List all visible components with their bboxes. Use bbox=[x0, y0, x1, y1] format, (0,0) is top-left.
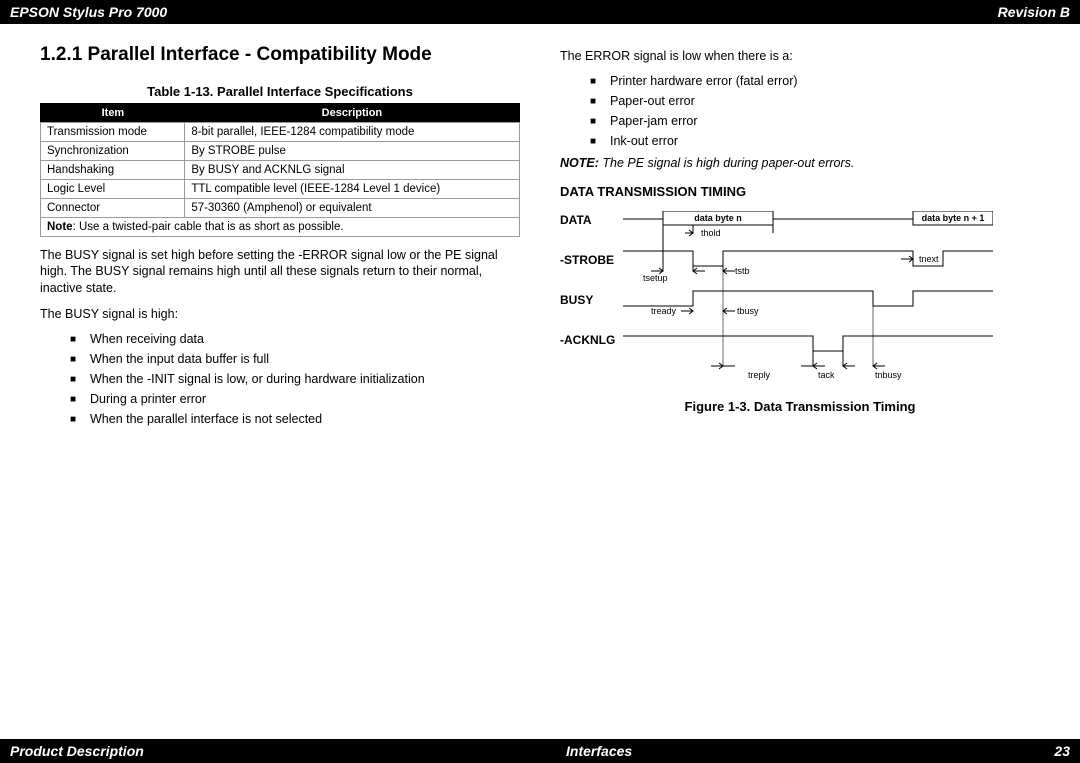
cell-desc: By BUSY and ACKNLG signal bbox=[185, 161, 520, 180]
cell-desc: TTL compatible level (IEEE-1284 Level 1 … bbox=[185, 180, 520, 199]
figure-caption: Figure 1-3. Data Transmission Timing bbox=[560, 399, 1040, 414]
footer-center: Interfaces bbox=[566, 743, 632, 759]
list-item: Printer hardware error (fatal error) bbox=[590, 74, 1040, 88]
table-caption: Table 1-13. Parallel Interface Specifica… bbox=[40, 84, 520, 99]
paragraph: The ERROR signal is low when there is a: bbox=[560, 48, 1040, 64]
subsection-heading: DATA TRANSMISSION TIMING bbox=[560, 184, 1040, 199]
signal-label-strobe: -STROBE bbox=[560, 253, 615, 293]
timing-diagram-wrap: DATA -STROBE BUSY -ACKNLG data byte n da… bbox=[560, 211, 1040, 391]
page-content: 1.2.1 Parallel Interface - Compatibility… bbox=[0, 24, 1080, 442]
error-list: Printer hardware error (fatal error) Pap… bbox=[590, 74, 1040, 148]
list-item: When the -INIT signal is low, or during … bbox=[70, 372, 520, 386]
svg-text:tready: tready bbox=[651, 306, 677, 316]
cell-item: Synchronization bbox=[41, 142, 185, 161]
list-item: When the input data buffer is full bbox=[70, 352, 520, 366]
svg-text:tstb: tstb bbox=[735, 266, 750, 276]
section-heading: 1.2.1 Parallel Interface - Compatibility… bbox=[40, 44, 520, 66]
timing-labels: DATA -STROBE BUSY -ACKNLG bbox=[560, 211, 615, 391]
header-left: EPSON Stylus Pro 7000 bbox=[10, 4, 167, 20]
list-item: Paper-out error bbox=[590, 94, 1040, 108]
header-bar: EPSON Stylus Pro 7000 Revision B bbox=[0, 0, 1080, 24]
note-line: NOTE: The PE signal is high during paper… bbox=[560, 156, 1040, 170]
table-note-row: Note: Use a twisted-pair cable that is a… bbox=[41, 218, 520, 237]
svg-text:tbusy: tbusy bbox=[737, 306, 759, 316]
cell-desc: 57-30360 (Amphenol) or equivalent bbox=[185, 199, 520, 218]
cell-item: Connector bbox=[41, 199, 185, 218]
list-item: When receiving data bbox=[70, 332, 520, 346]
list-item: During a printer error bbox=[70, 392, 520, 406]
signal-label-acknlg: -ACKNLG bbox=[560, 333, 615, 373]
timing-diagram: data byte n data byte n + 1 thold tset bbox=[623, 211, 1040, 391]
paragraph: The BUSY signal is high: bbox=[40, 306, 520, 322]
list-item: Paper-jam error bbox=[590, 114, 1040, 128]
spec-table: Item Description Transmission mode8-bit … bbox=[40, 103, 520, 237]
footer-right: 23 bbox=[1054, 743, 1070, 759]
svg-text:tsetup: tsetup bbox=[643, 273, 668, 283]
svg-text:thold: thold bbox=[701, 228, 721, 238]
right-column: The ERROR signal is low when there is a:… bbox=[560, 44, 1040, 432]
cell-desc: By STROBE pulse bbox=[185, 142, 520, 161]
header-right: Revision B bbox=[998, 4, 1070, 20]
busy-list: When receiving data When the input data … bbox=[70, 332, 520, 426]
svg-text:tnbusy: tnbusy bbox=[875, 370, 902, 380]
list-item: When the parallel interface is not selec… bbox=[70, 412, 520, 426]
cell-item: Logic Level bbox=[41, 180, 185, 199]
footer-bar: Product Description Interfaces 23 bbox=[0, 739, 1080, 763]
footer-left: Product Description bbox=[10, 743, 144, 759]
paragraph: The BUSY signal is set high before setti… bbox=[40, 247, 520, 296]
cell-desc: 8-bit parallel, IEEE-1284 compatibility … bbox=[185, 123, 520, 142]
svg-text:treply: treply bbox=[748, 370, 771, 380]
signal-label-busy: BUSY bbox=[560, 293, 615, 333]
signal-label-data: DATA bbox=[560, 213, 615, 253]
th-item: Item bbox=[41, 104, 185, 123]
left-column: 1.2.1 Parallel Interface - Compatibility… bbox=[40, 44, 520, 432]
svg-text:data byte n + 1: data byte n + 1 bbox=[922, 213, 985, 223]
th-desc: Description bbox=[185, 104, 520, 123]
svg-text:tnext: tnext bbox=[919, 254, 939, 264]
cell-item: Transmission mode bbox=[41, 123, 185, 142]
svg-text:tack: tack bbox=[818, 370, 835, 380]
svg-text:data byte n: data byte n bbox=[695, 213, 743, 223]
cell-item: Handshaking bbox=[41, 161, 185, 180]
list-item: Ink-out error bbox=[590, 134, 1040, 148]
